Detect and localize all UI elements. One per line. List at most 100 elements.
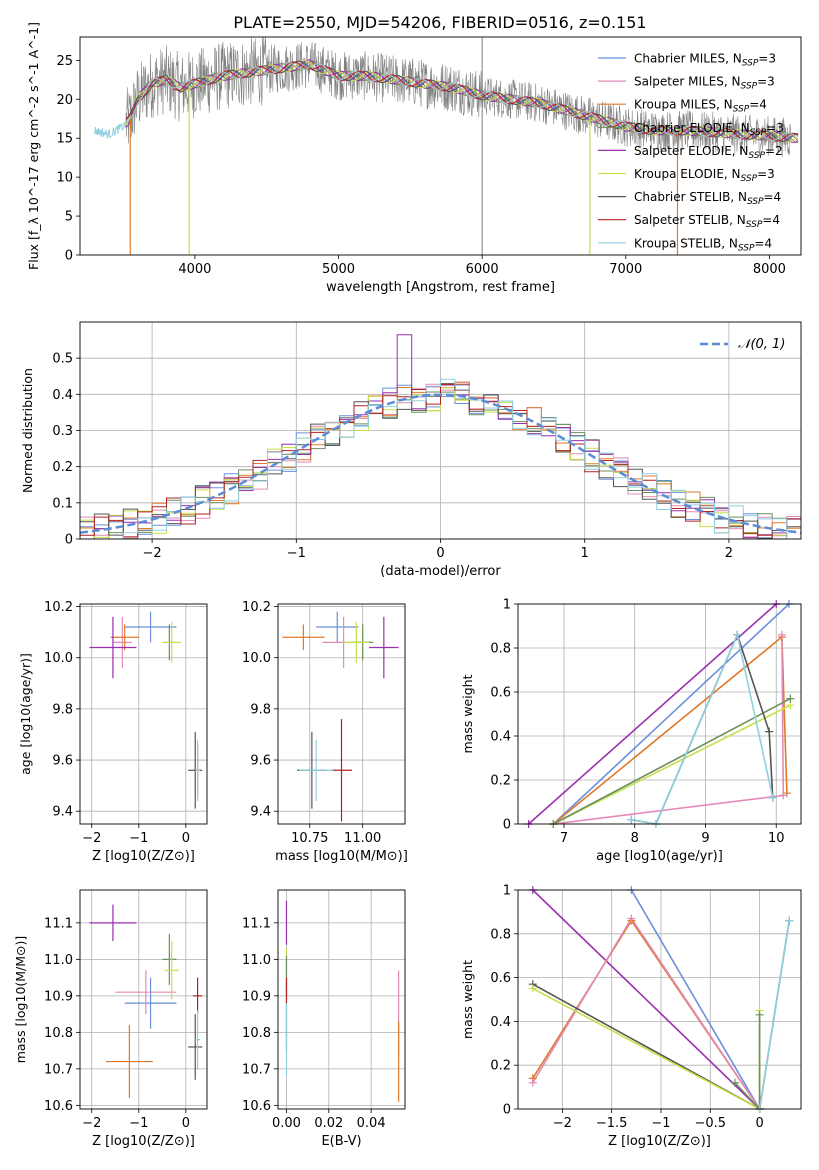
weight-line-kroupa_miles — [532, 919, 761, 1109]
x-axis-label: Z [log10(Z/Z⊙)] — [92, 1134, 195, 1149]
y-tick-label: 0.3 — [52, 424, 73, 439]
ebv-vs-mass-panel: 0.00 0.02 0.04 10.6 10.7 10.8 10.9 11.0 11.1 E(B-… — [242, 889, 406, 1149]
axes-frame — [277, 603, 406, 825]
z-vs-age-panel: −2 −1 0 9.4 9.6 9.8 10.0 10.2 Z [log10(Z/Z⊙)] age… — [18, 600, 208, 864]
y-tick-label: 1 — [503, 598, 511, 613]
y-tick-label: 20 — [56, 93, 73, 108]
x-tick-label: 0.00 — [272, 1116, 301, 1131]
x-axis-label: Z [log10(Z/Z⊙)] — [608, 1134, 711, 1149]
age-vs-weight-panel: 7 8 9 10 0 0.2 0.4 0.6 0.8 1 age [log10(age/yr)] ma… — [460, 598, 802, 864]
y-tick-label: 0.2 — [490, 1059, 511, 1074]
axes-frame — [79, 889, 208, 1110]
x-tick-label: 6000 — [466, 262, 499, 277]
y-axis-label: age [log10(age/yr)] — [18, 653, 33, 775]
weight-point-chabrier_elodie — [730, 1078, 739, 1087]
x-tick-label: 10 — [768, 831, 785, 846]
weight-point-chabrier_stelib — [765, 727, 774, 736]
weight-line-chabrier_elodie — [734, 1014, 761, 1109]
legend-label-kroupa_stelib: Kroupa STELIB, NSSP=4 — [634, 236, 772, 253]
weight-point-kroupa_stelib — [768, 793, 777, 802]
y-tick-label: 0.8 — [490, 927, 511, 942]
legend-label-kroupa_elodie: Kroupa ELODIE, NSSP=3 — [634, 167, 775, 184]
x-axis-label: age [log10(age/yr)] — [596, 849, 723, 864]
weight-point-chabrier_elodie — [786, 694, 795, 703]
y-tick-label: 0.6 — [490, 686, 511, 701]
y-tick-label: 10.7 — [242, 1062, 271, 1077]
weight-line-chabrier_stelib — [631, 632, 774, 824]
x-tick-label: −1 — [651, 1116, 670, 1131]
y-tick-label: 0 — [503, 1103, 511, 1118]
y-tick-label: 10.6 — [242, 1099, 271, 1114]
weight-line-kroupa_miles — [552, 635, 788, 824]
model-kroupa_stelib — [125, 62, 799, 142]
legend-label-kroupa_miles: Kroupa MILES, NSSP=4 — [634, 98, 767, 115]
y-axis-label: mass weight — [460, 960, 475, 1039]
z-vs-weight-panel: −2 −1.5 −1 −0.5 0 0 0.2 0.4 0.6 0.8 1 Z [log10(Z/Z⊙… — [460, 884, 802, 1149]
y-tick-label: 10.0 — [44, 651, 73, 666]
normal-curve — [80, 393, 801, 534]
weight-point-kroupa_stelib — [627, 815, 636, 824]
y-tick-label: 0.8 — [490, 642, 511, 657]
y-tick-label: 0.6 — [490, 971, 511, 986]
legend-label-normal: 𝒩(0, 1) — [738, 337, 785, 352]
y-tick-label: 25 — [56, 54, 73, 69]
y-tick-label: 11.0 — [44, 953, 73, 968]
x-tick-label: 0 — [182, 831, 190, 846]
y-tick-label: 11.0 — [242, 953, 271, 968]
x-tick-label: −2 — [82, 1116, 101, 1131]
y-tick-label: 11.1 — [242, 916, 271, 931]
weight-line-chabrier_elodie — [553, 697, 791, 824]
y-tick-label: 10.8 — [44, 1026, 73, 1041]
y-tick-label: 10.7 — [44, 1062, 73, 1077]
weight-point-kroupa_stelib — [785, 916, 794, 925]
observed-spectrum — [125, 37, 792, 158]
x-tick-label: 4000 — [178, 262, 211, 277]
axes-frame — [79, 36, 802, 256]
x-axis-label: E(B-V) — [321, 1134, 361, 1149]
y-tick-label: 10.9 — [44, 989, 73, 1004]
y-tick-label: 10.2 — [242, 600, 271, 615]
plot-area — [518, 890, 801, 1109]
x-tick-label: −1 — [287, 546, 306, 561]
y-tick-label: 15 — [56, 132, 73, 147]
weight-line-salpeter_elodie — [528, 604, 777, 824]
y-tick-label: 0.2 — [52, 460, 73, 475]
plot-area — [80, 322, 801, 539]
x-tick-label: 0 — [182, 1116, 190, 1131]
legend-label-chabrier_miles: Chabrier MILES, NSSP=3 — [634, 52, 776, 69]
y-tick-label: 0.4 — [52, 388, 73, 403]
y-tick-label: 0 — [65, 533, 73, 548]
y-axis-label: Normed distribution — [20, 368, 35, 493]
legend-label-chabrier_stelib: Chabrier STELIB, NSSP=4 — [634, 190, 781, 207]
axes-frame — [517, 889, 802, 1110]
weight-line-salpeter_elodie — [532, 890, 761, 1109]
y-tick-label: 9.6 — [250, 754, 271, 769]
y-tick-label: 11.1 — [44, 916, 73, 931]
histogram-salpeter_stelib — [80, 383, 801, 539]
y-tick-label: 9.8 — [250, 702, 271, 717]
y-axis-label: Flux [f_λ 10^-17 erg cm^-2 s^-1 A^-1] — [26, 22, 41, 270]
legend: Chabrier MILES, NSSP=3 Salpeter MILES, NS… — [598, 52, 784, 253]
x-tick-label: −1 — [129, 831, 148, 846]
weight-line-kroupa_elodie — [553, 704, 791, 824]
x-tick-label: 7 — [560, 831, 568, 846]
y-tick-label: 0.2 — [490, 774, 511, 789]
axes-frame — [277, 889, 406, 1110]
x-tick-label: 8000 — [753, 262, 786, 277]
plot-area — [278, 890, 405, 1109]
x-tick-label: 10.75 — [291, 831, 328, 846]
axes-frame — [517, 603, 802, 825]
histogram-kroupa_stelib — [80, 378, 801, 539]
y-tick-label: 10.6 — [44, 1099, 73, 1114]
spectrum-panel: 4000 5000 6000 7000 8000 0 5 10 15 20 25 wavelength… — [26, 22, 802, 295]
x-tick-label: 2 — [725, 546, 733, 561]
z-vs-mass-panel: −2 −1 0 10.6 10.7 10.8 10.9 11.0 11.1 Z [log10(Z/… — [13, 889, 208, 1149]
y-tick-label: 0.1 — [52, 496, 73, 511]
x-tick-label: 0.04 — [357, 1116, 386, 1131]
plot-area — [278, 604, 405, 824]
model-salpeter_elodie — [125, 59, 799, 143]
weight-line-kroupa_elodie — [532, 987, 761, 1109]
plot-area — [80, 890, 207, 1109]
figure-title: PLATE=2550, MJD=54206, FIBERID=0516, z=0… — [233, 13, 646, 32]
